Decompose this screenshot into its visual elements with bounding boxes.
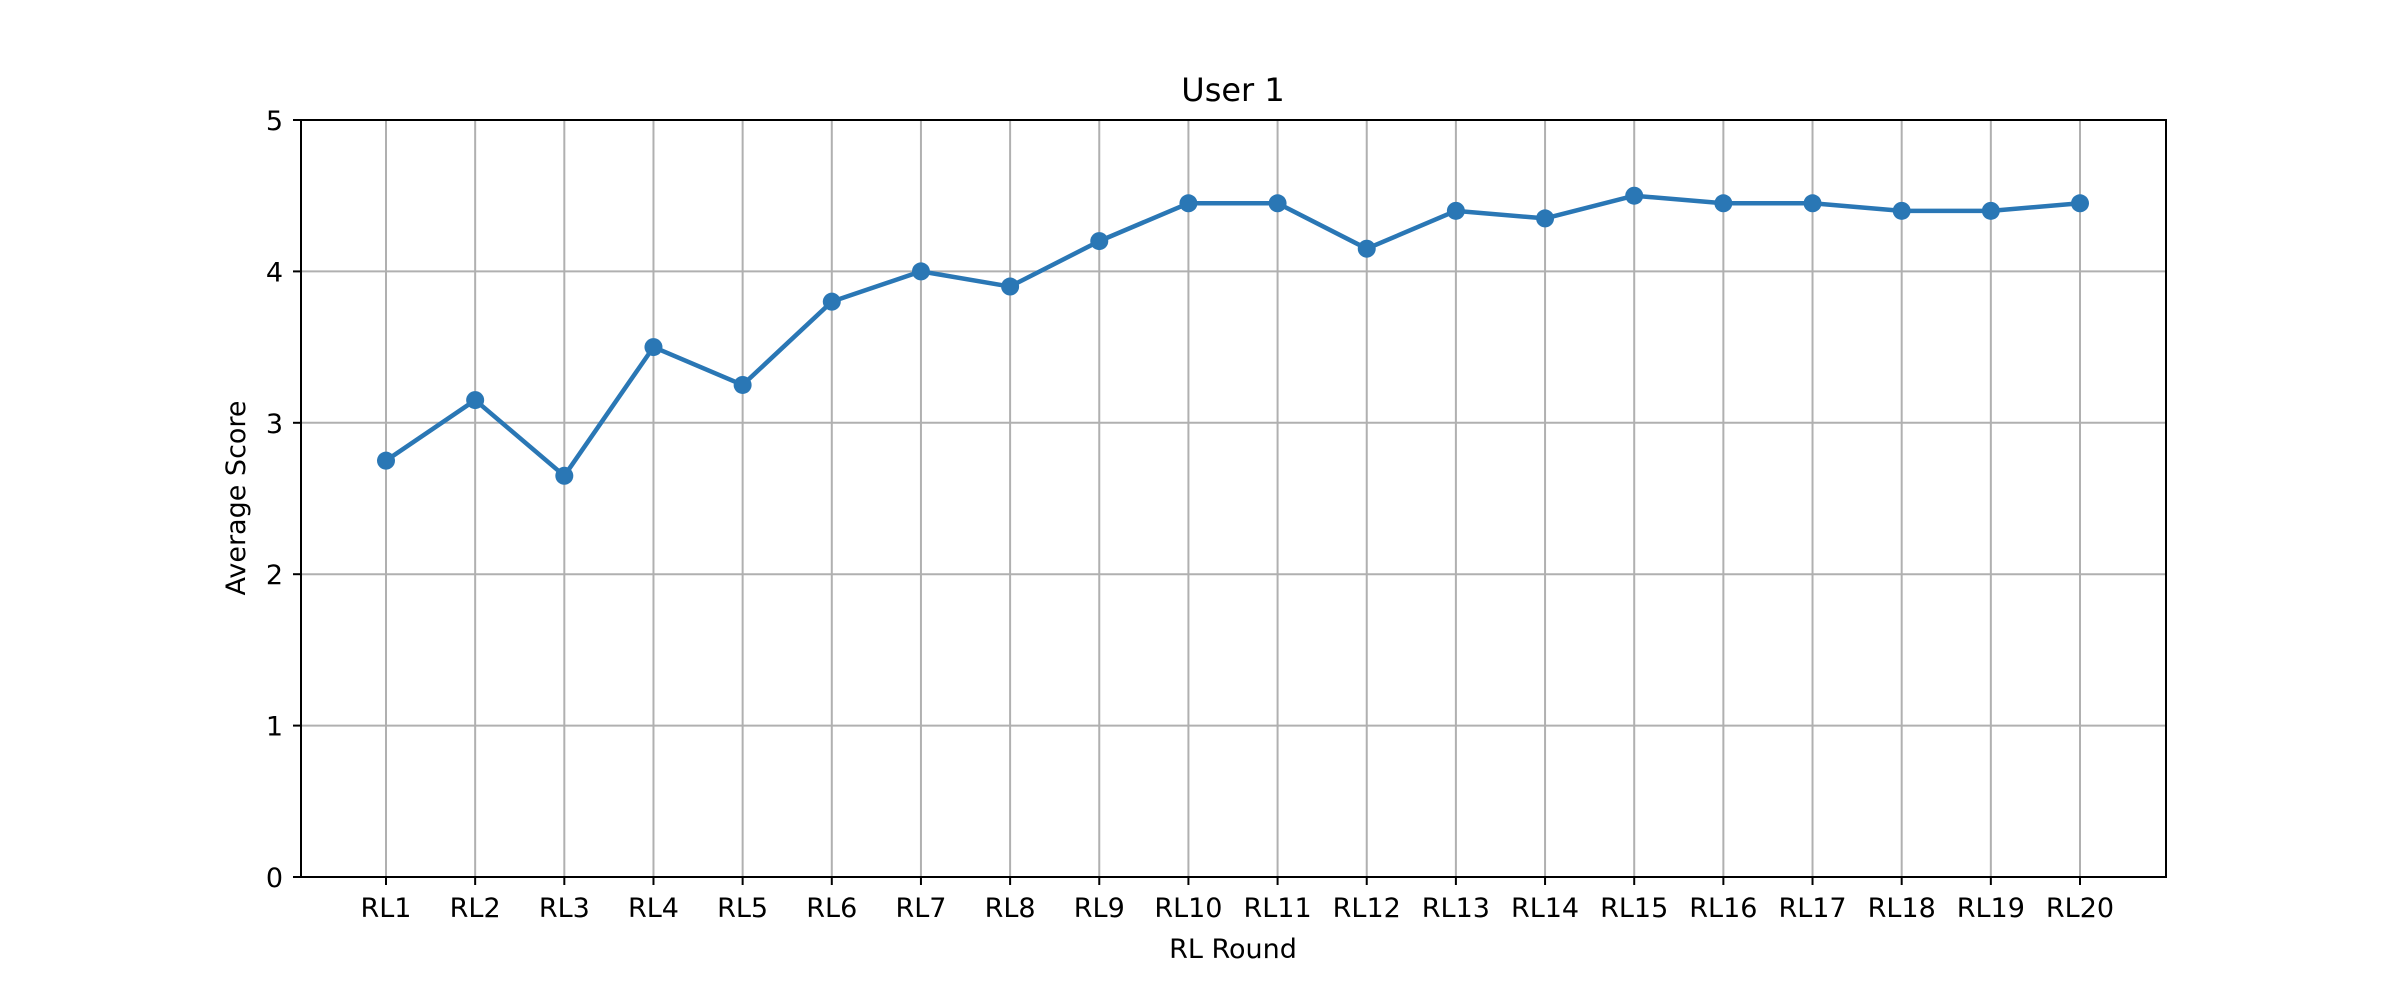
data-point	[1625, 186, 1644, 205]
x-tick-label: RL15	[1600, 893, 1668, 924]
y-tick-label: 2	[266, 560, 283, 591]
data-point	[644, 338, 663, 357]
data-point	[822, 292, 841, 311]
plot-frame	[300, 119, 2167, 878]
data-point	[2071, 194, 2089, 213]
x-tick-label: RL8	[985, 893, 1036, 924]
data-point	[1714, 194, 1733, 213]
y-tick-label: 1	[266, 712, 283, 743]
y-tick-label: 3	[266, 409, 283, 440]
x-tick-label: RL3	[539, 893, 590, 924]
data-point	[1892, 201, 1911, 220]
x-tick-label: RL13	[1422, 893, 1490, 924]
x-tick-label: RL16	[1689, 893, 1757, 924]
data-point	[466, 391, 485, 410]
series	[377, 186, 2089, 485]
data-point	[733, 375, 752, 394]
x-tick-label: RL18	[1868, 893, 1936, 924]
series-line	[383, 193, 2083, 479]
x-tick-label: RL7	[895, 893, 946, 924]
x-tick-label: RL1	[361, 893, 412, 924]
x-tick-label: RL14	[1511, 893, 1579, 924]
data-point	[1268, 194, 1287, 213]
data-point	[1536, 209, 1555, 228]
data-point	[1357, 239, 1376, 258]
data-point	[1446, 201, 1465, 220]
x-tick-label: RL6	[806, 893, 857, 924]
x-tick-label: RL11	[1243, 893, 1311, 924]
data-point	[555, 466, 574, 485]
data-point	[1803, 194, 1822, 213]
x-tick-label: RL12	[1333, 893, 1401, 924]
x-tick-label: RL17	[1778, 893, 1846, 924]
y-tick-label: 4	[266, 257, 283, 288]
data-point	[1179, 194, 1198, 213]
chart-title: User 1	[1181, 71, 1284, 109]
data-point	[1001, 277, 1020, 296]
data-point	[1981, 201, 2000, 220]
data-point	[911, 262, 930, 281]
y-tick-label: 5	[266, 106, 283, 137]
x-tick-label: RL20	[2046, 893, 2114, 924]
y-tick-label: 0	[266, 863, 283, 894]
y-axis-label: Average Score	[221, 400, 252, 595]
x-tick-label: RL10	[1154, 893, 1222, 924]
x-tick-label: RL2	[450, 893, 501, 924]
axis-ticks: RL1 RL2 RL3 RL4 RL5 RL6 RL7 RL8 RL9 RL10 RL11 RL12 R…	[266, 106, 2114, 924]
grid-lines	[301, 119, 2166, 878]
x-tick-label: RL19	[1957, 893, 2025, 924]
x-tick-label: RL5	[717, 893, 768, 924]
x-tick-label: RL4	[628, 893, 679, 924]
data-point	[1090, 232, 1109, 251]
x-tick-label: RL9	[1074, 893, 1125, 924]
series-group	[377, 186, 2089, 485]
x-axis-label: RL Round	[1169, 934, 1297, 965]
data-point	[377, 451, 395, 470]
